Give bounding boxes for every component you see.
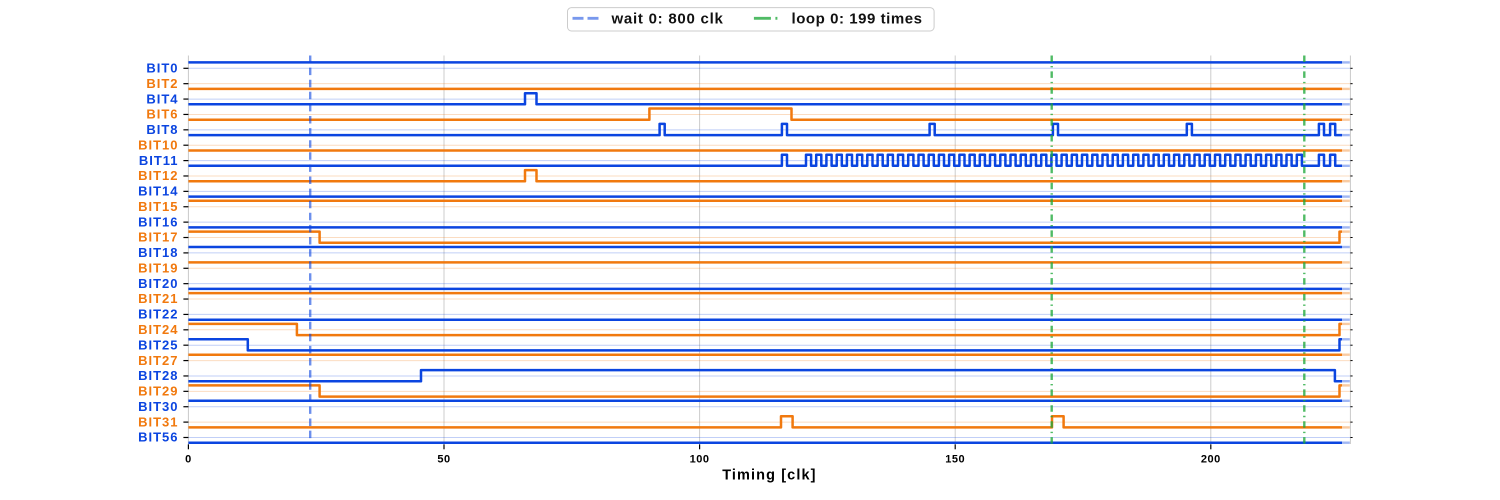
svg-text:BIT0: BIT0 bbox=[146, 61, 178, 76]
svg-text:BIT16: BIT16 bbox=[138, 214, 178, 229]
svg-text:BIT11: BIT11 bbox=[139, 153, 179, 168]
svg-text:BIT21: BIT21 bbox=[138, 291, 178, 306]
svg-text:BIT8: BIT8 bbox=[146, 122, 178, 137]
svg-text:BIT22: BIT22 bbox=[138, 307, 178, 322]
svg-text:BIT4: BIT4 bbox=[146, 91, 178, 106]
svg-text:100: 100 bbox=[690, 454, 710, 466]
svg-text:BIT10: BIT10 bbox=[138, 137, 178, 152]
svg-text:50: 50 bbox=[437, 454, 450, 466]
svg-text:BIT15: BIT15 bbox=[138, 199, 178, 214]
svg-text:wait 0: 800 clk: wait 0: 800 clk bbox=[611, 11, 724, 28]
svg-text:BIT24: BIT24 bbox=[138, 322, 178, 337]
svg-text:BIT56: BIT56 bbox=[138, 430, 178, 445]
svg-text:BIT19: BIT19 bbox=[138, 260, 178, 275]
svg-text:BIT12: BIT12 bbox=[138, 168, 178, 183]
svg-text:BIT14: BIT14 bbox=[138, 184, 178, 199]
svg-text:BIT17: BIT17 bbox=[138, 230, 178, 245]
svg-text:loop 0: 199 times: loop 0: 199 times bbox=[792, 11, 923, 28]
svg-text:200: 200 bbox=[1201, 454, 1221, 466]
svg-text:BIT30: BIT30 bbox=[138, 399, 178, 414]
svg-text:BIT28: BIT28 bbox=[138, 368, 178, 383]
svg-text:BIT18: BIT18 bbox=[138, 245, 178, 260]
svg-text:BIT31: BIT31 bbox=[138, 414, 178, 429]
svg-text:150: 150 bbox=[945, 454, 965, 466]
svg-text:BIT25: BIT25 bbox=[138, 337, 178, 352]
svg-text:BIT6: BIT6 bbox=[146, 107, 178, 122]
svg-text:BIT29: BIT29 bbox=[138, 384, 178, 399]
svg-text:BIT27: BIT27 bbox=[138, 353, 178, 368]
svg-text:0: 0 bbox=[185, 454, 192, 466]
svg-text:BIT20: BIT20 bbox=[138, 276, 178, 291]
svg-text:BIT2: BIT2 bbox=[146, 76, 178, 91]
svg-text:Timing [clk]: Timing [clk] bbox=[722, 468, 816, 484]
